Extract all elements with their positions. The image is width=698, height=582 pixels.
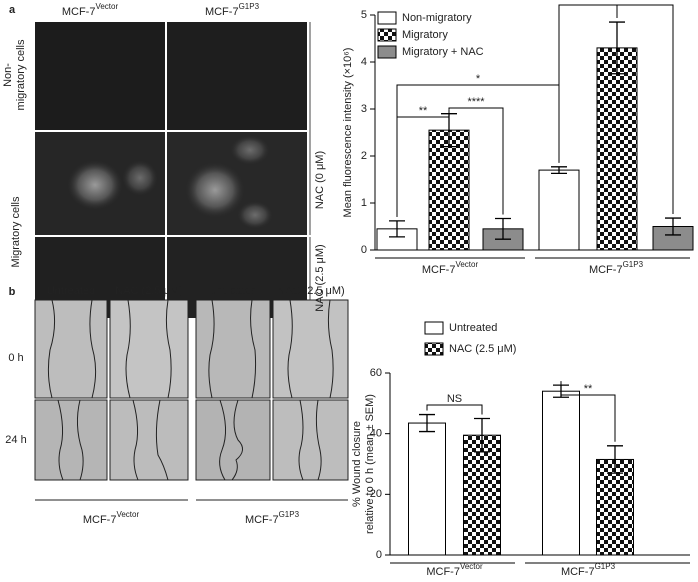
row-label: Non-	[2, 63, 14, 87]
row-label: 0 h	[8, 352, 23, 364]
x-tick-label: MCF-7G1P3	[589, 260, 644, 276]
legend-label: Untreated	[449, 322, 497, 334]
significance-label: **	[584, 383, 593, 395]
significance-label: *	[476, 73, 481, 85]
panel-label: a	[9, 4, 16, 16]
significance-label: NS	[447, 393, 462, 405]
micrographs	[35, 22, 311, 318]
legend-label: Non-migratory	[402, 12, 472, 24]
bar	[463, 434, 501, 556]
error-bar	[419, 413, 435, 433]
significance-bracket	[426, 404, 483, 415]
legend-label: NAC (2.5 μM)	[449, 343, 516, 355]
condition-label: NAC (0 μM)	[314, 151, 326, 209]
error-bar	[607, 445, 623, 474]
y-tick-label: 5	[361, 9, 367, 21]
wound-images	[34, 299, 349, 501]
error-bar	[551, 166, 567, 175]
bar	[596, 47, 638, 251]
bar	[428, 129, 470, 251]
x-tick-label: MCF-7Vector	[422, 260, 479, 276]
error-bar	[665, 217, 681, 236]
y-tick-label: 60	[370, 367, 382, 379]
group-label: MCF-7G1P3	[245, 510, 300, 526]
y-tick-label: 2	[361, 150, 367, 162]
condition-label: NAC (2.5 μM)	[314, 244, 326, 311]
bar	[596, 458, 634, 556]
row-label: 24 h	[5, 434, 26, 446]
significance-bracket	[560, 381, 616, 442]
y-tick-label: 40	[370, 428, 382, 440]
y-tick-label: 0	[376, 549, 382, 561]
column-label: NAC (2.5 μM)	[277, 285, 344, 297]
error-bar	[495, 217, 511, 240]
legend-swatch	[377, 28, 397, 42]
significance-bracket	[616, 4, 674, 215]
bar	[408, 422, 446, 556]
legend-swatch	[424, 342, 444, 356]
column-label: MCF-7G1P3	[205, 2, 260, 18]
y-tick-label: 4	[361, 56, 367, 68]
row-label: migratory cells	[15, 39, 27, 110]
significance-label: ****	[467, 96, 485, 108]
y-tick-label: 1	[361, 197, 367, 209]
legend-swatch	[424, 321, 444, 335]
error-bar	[389, 220, 405, 238]
y-axis-label: Mean fluorescence intensity (×10⁶)	[342, 48, 354, 218]
y-tick-label: 20	[370, 488, 382, 500]
legend-label: Migratory + NAC	[402, 46, 484, 58]
column-label: MCF-7Vector	[62, 2, 119, 18]
error-bar	[609, 21, 625, 75]
legend-label: Migratory	[402, 29, 448, 41]
legend-swatch	[377, 11, 397, 25]
column-label: Untreated	[209, 285, 257, 297]
legend-swatch	[377, 45, 397, 59]
significance-bracket	[448, 107, 504, 215]
panel-label: b	[9, 286, 16, 298]
column-label: Untreated	[47, 285, 95, 297]
y-tick-label: 0	[361, 244, 367, 256]
row-label: Migratory cells	[10, 196, 22, 267]
x-tick-label: MCF-7Vector	[426, 562, 483, 577]
group-label: MCF-7Vector	[83, 510, 140, 526]
significance-label: ****	[579, 0, 597, 5]
significance-label: **	[419, 105, 428, 117]
column-label: NAC (2.5 μM)	[115, 285, 182, 297]
error-bar	[474, 417, 490, 453]
x-tick-label: MCF-7G1P3	[561, 562, 616, 577]
significance-label: ****	[636, 0, 654, 5]
y-tick-label: 3	[361, 103, 367, 115]
y-axis-label: % Wound closure	[351, 421, 363, 507]
bar	[538, 169, 580, 251]
bar	[542, 390, 580, 556]
y-axis-label: relative to 0 h (mean ± SEM)	[364, 394, 376, 534]
